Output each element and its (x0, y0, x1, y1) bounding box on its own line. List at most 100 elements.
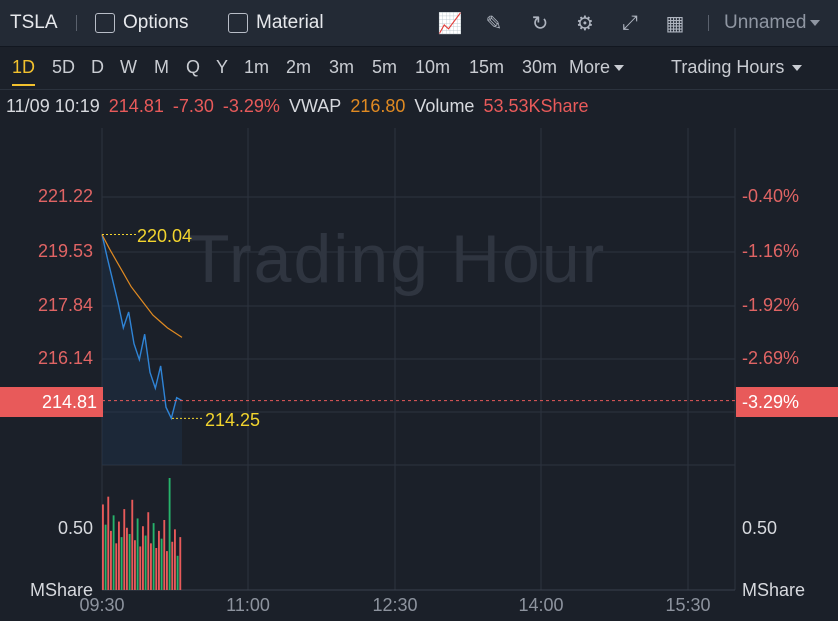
options-label: Options (123, 12, 189, 33)
volume-bar (150, 543, 152, 590)
volume-bar (102, 504, 104, 590)
volume-bar (107, 496, 110, 590)
layout-name: Unnamed (724, 12, 807, 33)
volume-bar (152, 523, 155, 590)
volume-bar (144, 535, 147, 590)
timeframe-10m[interactable]: 10m (415, 57, 451, 77)
divider (708, 15, 709, 31)
chevron-down-icon (792, 65, 803, 72)
percent-tick: -0.40% (742, 186, 800, 206)
material-icon (228, 13, 248, 33)
current-pct-tag: -3.29% (736, 387, 838, 417)
volume-bar (115, 543, 118, 590)
chevron-down-icon (810, 20, 821, 26)
volume-label: Volume (414, 96, 475, 116)
vwap-line (101, 234, 183, 338)
layout-select[interactable]: Unnamed (724, 0, 821, 46)
timeframe-1d[interactable]: 1D (12, 57, 36, 86)
options-button[interactable]: Options (95, 0, 188, 46)
timeframe-m[interactable]: M (154, 57, 169, 77)
timeframe-30m[interactable]: 30m (522, 57, 558, 77)
current-pct-text: -3.29% (742, 391, 800, 412)
volume-bar (168, 478, 171, 590)
high-annotation: 220.04 (137, 226, 193, 246)
timeframe-y[interactable]: Y (216, 57, 229, 77)
current-price-tag: 214.81 (0, 387, 103, 417)
volume-bar (171, 541, 174, 590)
watermark: Trading Hour (188, 221, 607, 297)
volume-bar (158, 530, 160, 590)
material-button[interactable]: Material (228, 0, 324, 46)
volume-bar (139, 546, 142, 590)
material-label: Material (256, 12, 324, 33)
volume-bar (163, 520, 166, 590)
divider (76, 15, 77, 31)
refresh-icon[interactable]: ↻ (531, 12, 549, 35)
volume-bar (155, 548, 158, 590)
settings-gear-icon[interactable]: ⚙ (576, 12, 594, 35)
volume-bar (147, 512, 150, 590)
price-tick: 217.84 (37, 295, 93, 315)
layout-grid-icon[interactable]: ▦ (665, 12, 685, 35)
symbol-label[interactable]: TSLA (10, 0, 58, 46)
volume-bar (176, 555, 179, 590)
session-label: Trading Hours (671, 57, 785, 77)
percent-tick: -1.16% (742, 241, 800, 261)
vwap-value: 216.80 (350, 96, 406, 116)
timeframe-2m[interactable]: 2m (286, 57, 312, 77)
time-tick: 11:00 (226, 595, 270, 615)
timeframe-3m[interactable]: 3m (329, 57, 355, 77)
timeframe-5m[interactable]: 5m (372, 57, 398, 77)
volume-bar (166, 551, 168, 590)
volume-bar (128, 534, 131, 590)
top-toolbar: TSLA Options Material 📈 ✎ ↻ ⚙ ⤢ ▦ Unname… (0, 0, 838, 47)
timeframe-w[interactable]: W (120, 57, 137, 77)
volume-bar (160, 538, 163, 590)
quote-change-pct: -3.29% (222, 96, 280, 116)
volume-bar (131, 499, 134, 590)
price-tick: 216.14 (37, 348, 93, 368)
volume-bar (174, 529, 176, 590)
volume-bar (110, 530, 112, 590)
time-tick: 12:30 (372, 595, 418, 615)
price-tick: 221.22 (37, 186, 93, 206)
session-dropdown[interactable]: Trading Hours (671, 57, 803, 78)
volume-unit-left: MShare (29, 580, 93, 600)
volume-bar (126, 527, 128, 590)
volume-bar (136, 518, 139, 590)
low-annotation: 214.25 (205, 410, 261, 430)
quote-datetime: 11/09 10:19 (6, 96, 100, 116)
percent-tick: -1.92% (742, 295, 800, 315)
volume-bar (123, 509, 126, 590)
timeframe-15m[interactable]: 15m (469, 57, 505, 77)
quote-change: -7.30 (172, 96, 214, 116)
volume-bar (118, 521, 120, 590)
time-tick: 14:00 (518, 595, 564, 615)
price-tick: 219.53 (37, 241, 93, 261)
more-label: More (569, 57, 611, 77)
percent-tick: -2.69% (742, 348, 800, 368)
volume-bar (120, 537, 123, 590)
volume-bar (134, 540, 136, 590)
quote-info-line: 11/09 10:19 214.81 -7.30 -3.29% VWAP 216… (6, 96, 593, 117)
timeframe-5d[interactable]: 5D (52, 57, 76, 77)
volume-value: 53.53KShare (483, 96, 589, 116)
timeframe-1m[interactable]: 1m (244, 57, 270, 77)
time-tick: 09:30 (79, 595, 125, 615)
timeframe-q[interactable]: Q (186, 57, 201, 77)
more-dropdown[interactable]: More (569, 57, 625, 78)
volume-bar (179, 537, 182, 590)
volume-axis-right: 0.50 (742, 518, 778, 538)
volume-bar (104, 524, 107, 590)
timeframe-d[interactable]: D (91, 57, 104, 77)
time-tick: 15:30 (665, 595, 711, 615)
volume-axis-left: 0.50 (57, 518, 93, 538)
fullscreen-icon[interactable]: ⤢ (622, 11, 638, 34)
quote-price: 214.81 (108, 96, 164, 116)
symbol-text: TSLA (10, 12, 58, 33)
current-price-text: 214.81 (41, 391, 97, 412)
timeframe-bar: More Trading Hours 1D 5D D W M Q Y 1m 2m 3m 5m 10m 1… (0, 47, 838, 90)
indicator-icon[interactable]: 📈 (437, 12, 463, 35)
draw-pen-icon[interactable]: ✎ (485, 12, 503, 35)
